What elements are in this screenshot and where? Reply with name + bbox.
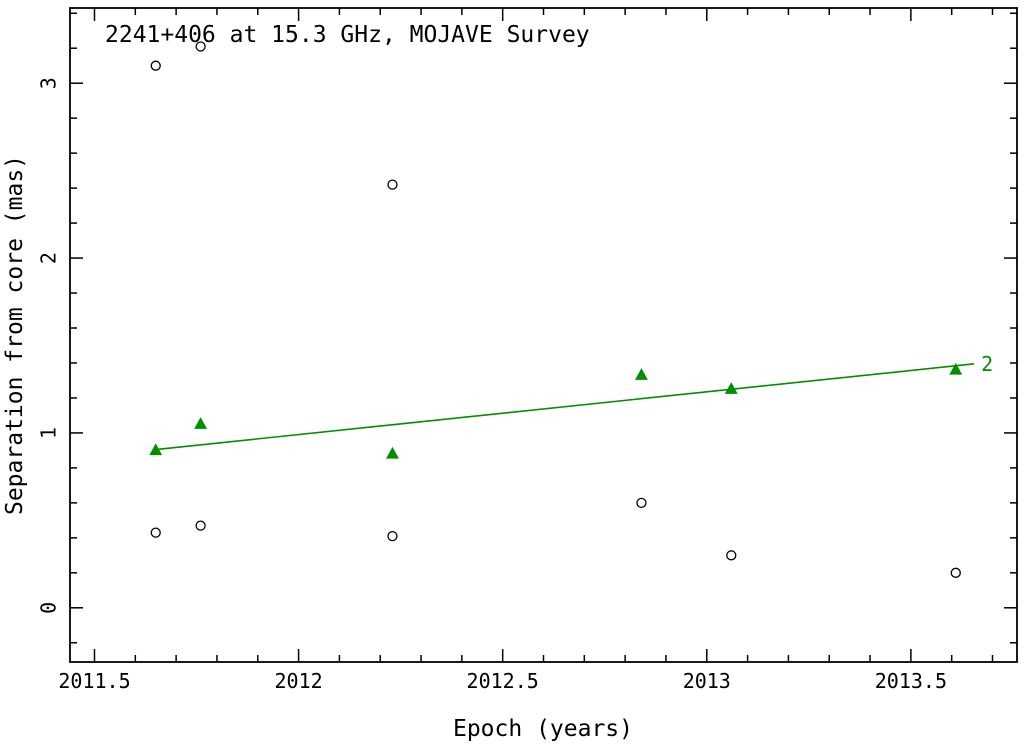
data-point-component-2	[386, 446, 399, 459]
y-tick-label: 2	[37, 252, 61, 264]
chart-title: 2241+406 at 15.3 GHz, MOJAVE Survey	[105, 22, 590, 48]
plot-frame-layer	[69, 7, 1018, 663]
x-axis-label: Epoch (years)	[453, 716, 633, 742]
y-axis-label: Separation from core (mas)	[2, 155, 28, 515]
data-point-component-2	[949, 362, 963, 375]
data-point-unidentified-components	[150, 60, 161, 71]
data-point-unidentified-components	[387, 179, 398, 190]
component-id-label: 2	[981, 352, 993, 376]
tick-layer: 2011.5 2012 2012.5 2013 2013.5 0 1 2 3	[37, 8, 1017, 693]
x-tick-label: 2013	[683, 669, 731, 693]
data-point-component-2	[194, 417, 208, 429]
data-point-unidentified-components	[636, 497, 647, 509]
fit-line-component-2	[155, 363, 975, 451]
data-point-component-2	[724, 382, 738, 394]
data-point-unidentified-components	[950, 567, 961, 578]
x-tick-label: 2012	[275, 669, 323, 693]
data-layer: 2	[149, 41, 993, 578]
data-point-unidentified-components	[387, 530, 398, 542]
data-point-component-2	[635, 368, 648, 380]
y-tick-label: 0	[37, 602, 61, 614]
y-tick-label: 3	[37, 77, 61, 89]
x-tick-label: 2013.5	[875, 669, 947, 693]
data-point-unidentified-components	[150, 527, 161, 538]
data-point-unidentified-components	[195, 41, 206, 52]
data-point-component-2	[149, 443, 163, 456]
x-tick-label: 2011.5	[58, 669, 130, 693]
x-tick-label: 2012.5	[467, 669, 539, 693]
data-point-unidentified-components	[726, 550, 737, 561]
y-tick-label: 1	[37, 427, 61, 439]
data-point-unidentified-components	[195, 520, 206, 531]
plot-frame	[69, 7, 1018, 663]
